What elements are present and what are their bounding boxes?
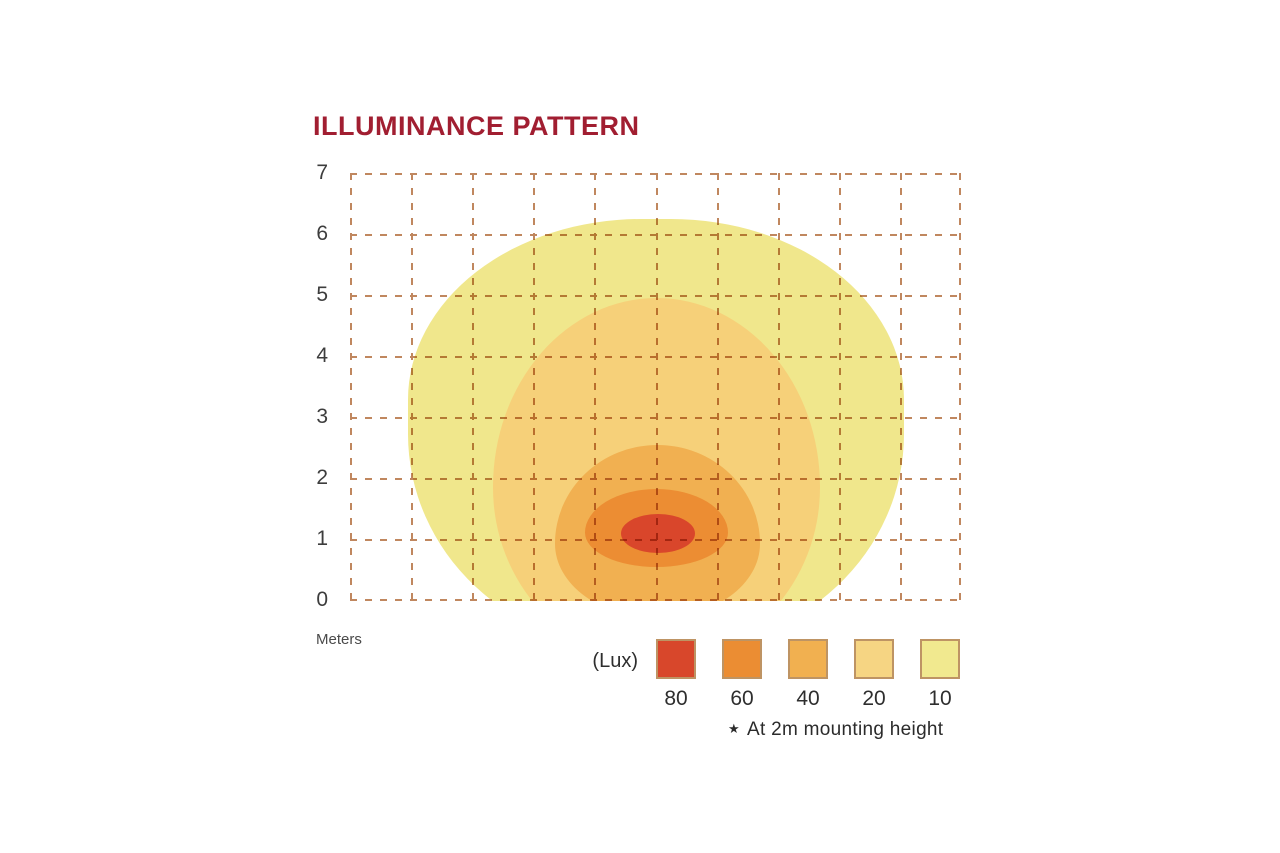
contour-blob-layer	[350, 173, 961, 601]
meters-label: Meters	[316, 631, 362, 648]
lux-label: (Lux)	[592, 650, 638, 672]
mounting-note: ★ At 2m mounting height	[728, 719, 943, 741]
y-tick-label: 4	[316, 344, 328, 368]
legend-value-60: 60	[730, 687, 754, 710]
y-tick-label: 6	[316, 222, 328, 246]
plot-area	[350, 173, 961, 601]
y-tick-label: 0	[316, 588, 328, 612]
page-title: ILLUMINANCE PATTERN	[313, 111, 640, 141]
legend-swatch-10	[920, 639, 960, 679]
y-tick-label: 7	[316, 161, 328, 184]
legend-value-80: 80	[664, 687, 688, 710]
legend-swatch-20	[854, 639, 894, 679]
star-icon: ★	[728, 721, 740, 736]
legend-swatch-60	[722, 639, 762, 679]
legend-value-20: 20	[862, 687, 886, 710]
legend-swatch-80	[656, 639, 696, 679]
legend-swatch-40	[788, 639, 828, 679]
legend-value-40: 40	[796, 687, 820, 710]
y-tick-label: 2	[316, 466, 328, 490]
y-tick-label: 5	[316, 283, 328, 307]
mounting-note-text: At 2m mounting height	[746, 719, 944, 740]
y-tick-label: 1	[316, 527, 328, 551]
legend-value-10: 10	[928, 687, 952, 710]
illuminance-blob-80	[621, 514, 696, 554]
y-tick-label: 3	[316, 405, 328, 429]
